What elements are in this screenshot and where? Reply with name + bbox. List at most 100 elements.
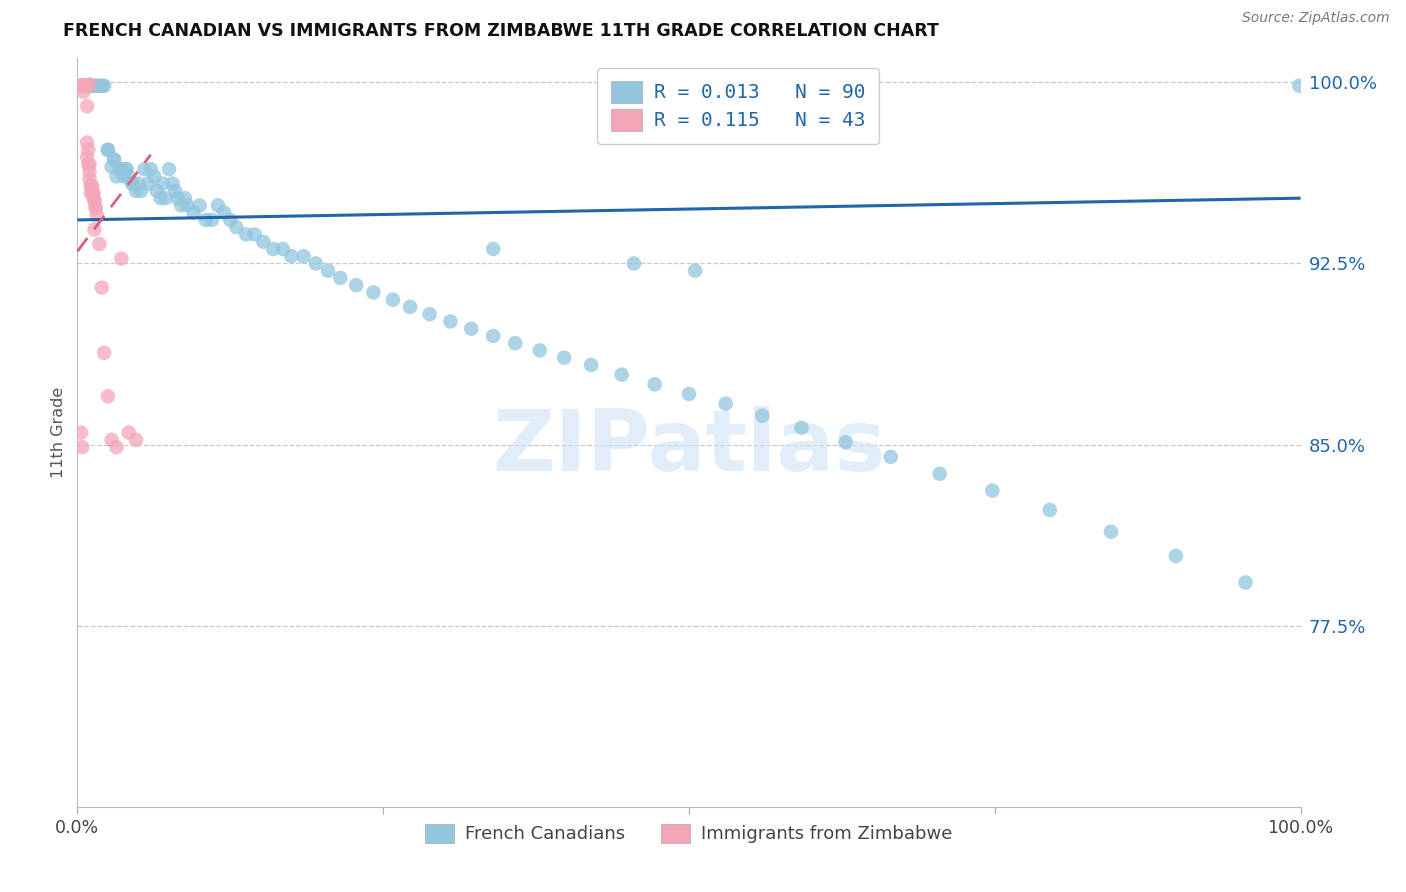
Point	[83, 194, 105, 208]
Text: FRENCH CANADIAN VS IMMIGRANTS FROM ZIMBABWE 11TH GRADE CORRELATION CHART: FRENCH CANADIAN VS IMMIGRANTS FROM ZIMBA…	[63, 22, 939, 40]
Point	[93, 346, 115, 360]
Point	[305, 256, 328, 270]
Point	[678, 387, 700, 401]
Point	[69, 78, 91, 93]
Point	[482, 242, 505, 256]
Point	[714, 396, 737, 410]
Point	[100, 160, 122, 174]
Point	[166, 191, 188, 205]
Point	[579, 358, 602, 372]
Point	[79, 171, 101, 186]
Point	[1288, 78, 1310, 93]
Point	[103, 153, 125, 167]
Point	[118, 425, 141, 440]
Text: Source: ZipAtlas.com: Source: ZipAtlas.com	[1241, 11, 1389, 25]
Point	[252, 235, 274, 249]
Point	[80, 179, 103, 194]
Point	[80, 186, 103, 201]
Point	[70, 78, 93, 93]
Text: ZIPatlas: ZIPatlas	[492, 406, 886, 489]
Point	[482, 329, 505, 343]
Point	[146, 184, 169, 198]
Point	[399, 300, 422, 314]
Point	[105, 440, 128, 454]
Point	[77, 143, 100, 157]
Point	[162, 177, 184, 191]
Point	[77, 157, 100, 171]
Point	[219, 213, 242, 227]
Point	[243, 227, 266, 242]
Point	[84, 78, 107, 93]
Point	[82, 186, 104, 201]
Point	[118, 169, 141, 184]
Point	[201, 213, 224, 227]
Point	[90, 78, 112, 93]
Point	[316, 263, 339, 277]
Y-axis label: 11th Grade: 11th Grade	[51, 387, 66, 478]
Point	[72, 78, 94, 93]
Point	[610, 368, 633, 382]
Point	[503, 336, 526, 351]
Point	[623, 256, 645, 270]
Point	[143, 169, 166, 184]
Point	[165, 184, 187, 198]
Point	[194, 213, 217, 227]
Point	[1039, 503, 1062, 517]
Point	[207, 198, 229, 212]
Point	[80, 179, 103, 194]
Point	[79, 157, 101, 171]
Point	[82, 186, 104, 201]
Point	[73, 78, 96, 93]
Point	[79, 164, 101, 178]
Point	[76, 99, 98, 113]
Point	[75, 78, 97, 93]
Point	[72, 78, 94, 93]
Point	[683, 263, 706, 277]
Point	[110, 252, 132, 266]
Point	[79, 78, 101, 93]
Point	[86, 208, 108, 222]
Point	[105, 169, 128, 184]
Point	[108, 162, 131, 177]
Point	[139, 162, 162, 177]
Point	[329, 271, 352, 285]
Point	[72, 78, 94, 93]
Point	[134, 162, 156, 177]
Point	[80, 179, 103, 194]
Point	[439, 314, 461, 328]
Point	[880, 450, 903, 464]
Point	[89, 237, 111, 252]
Point	[1164, 549, 1187, 563]
Point	[152, 177, 174, 191]
Point	[72, 85, 94, 99]
Point	[176, 198, 198, 212]
Point	[79, 78, 101, 92]
Point	[125, 433, 148, 447]
Point	[97, 389, 120, 403]
Point	[644, 377, 666, 392]
Point	[103, 153, 125, 167]
Point	[529, 343, 551, 358]
Point	[76, 136, 98, 150]
Point	[121, 177, 143, 191]
Point	[149, 191, 172, 205]
Point	[212, 205, 235, 219]
Point	[136, 177, 159, 191]
Point	[93, 78, 115, 93]
Point	[75, 78, 97, 93]
Point	[271, 242, 294, 256]
Point	[363, 285, 385, 300]
Point	[108, 162, 131, 177]
Point	[84, 78, 107, 93]
Point	[97, 143, 120, 157]
Point	[928, 467, 950, 481]
Point	[1099, 524, 1122, 539]
Point	[115, 162, 138, 177]
Point	[751, 409, 773, 423]
Point	[981, 483, 1004, 498]
Point	[183, 205, 205, 219]
Point	[127, 177, 149, 191]
Point	[70, 78, 93, 93]
Point	[125, 184, 148, 198]
Point	[157, 162, 180, 177]
